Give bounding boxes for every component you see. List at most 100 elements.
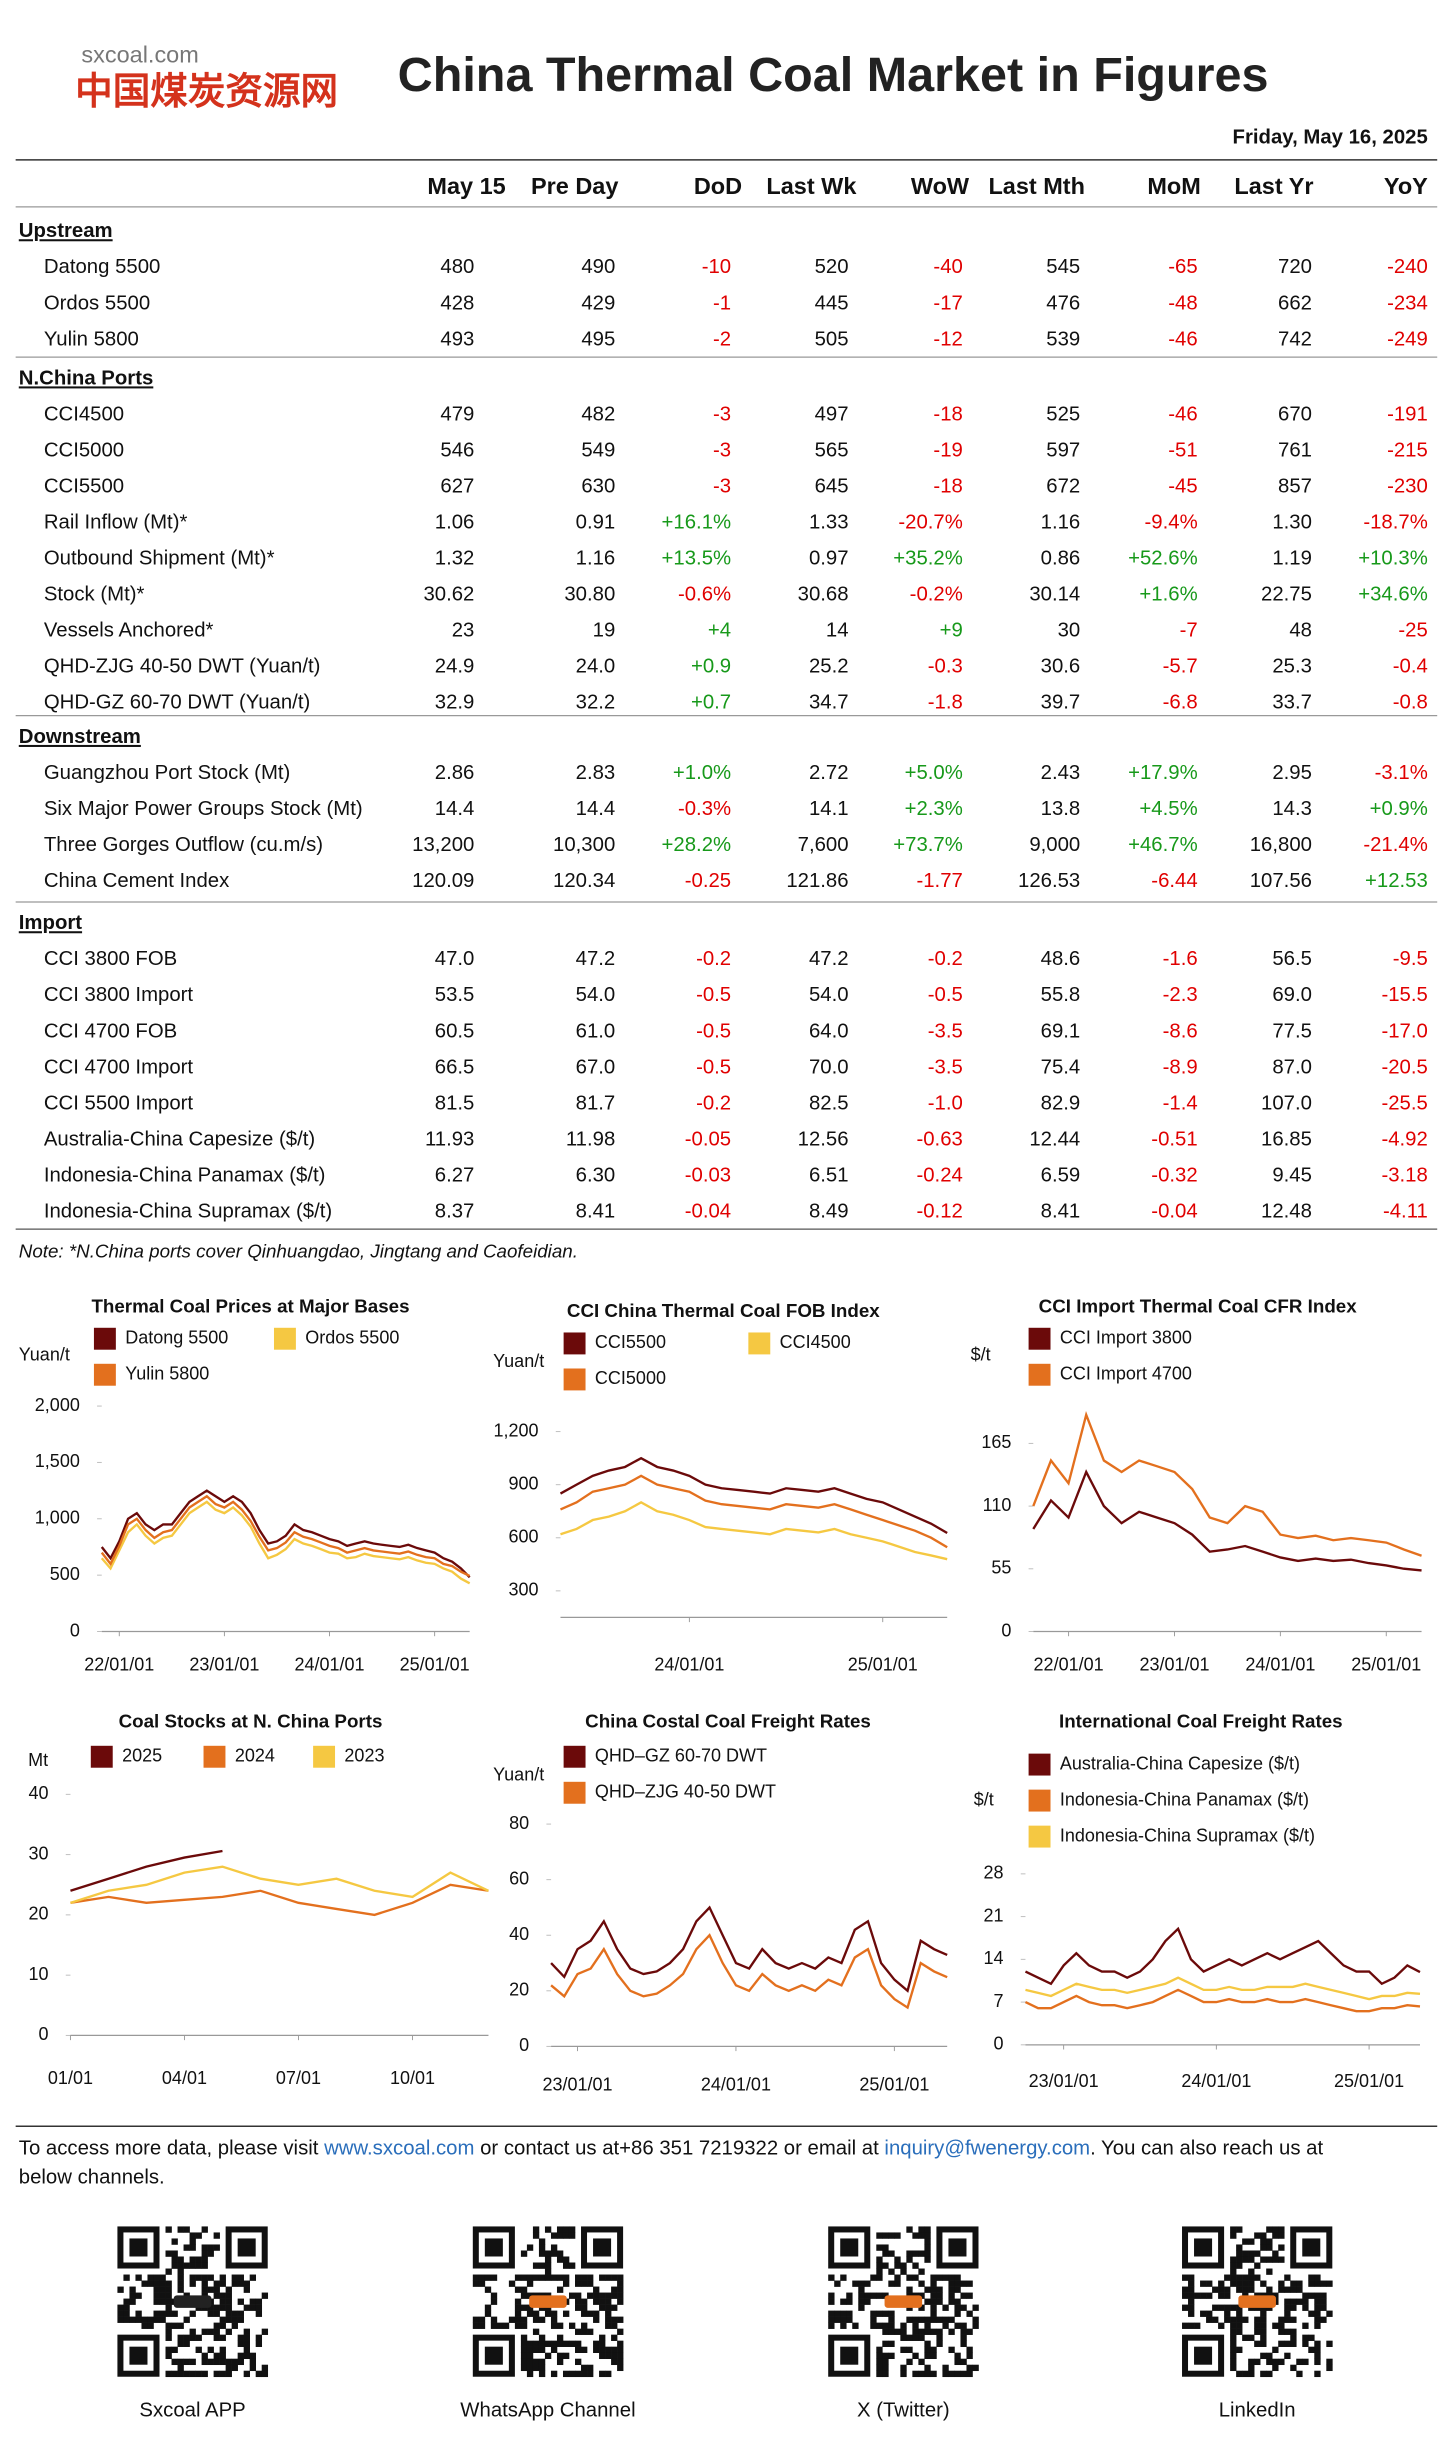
cell: 14.1 [809,798,849,820]
qr-module [1284,2352,1291,2360]
brand-cn: 中国煤炭资源网 [75,70,338,112]
qr-module [183,2334,190,2341]
cell: 0.97 [809,547,849,569]
qr-module [1314,2358,1321,2366]
cell: 23 [452,619,475,641]
cell: -1.77 [916,870,962,892]
cell: -0.25 [685,870,731,892]
cell: +4 [708,619,731,641]
qr-module [581,2346,588,2353]
cell: 662 [1278,292,1312,314]
qr-module [960,2334,967,2341]
qr-module [948,2274,955,2281]
qr-module [882,2262,889,2269]
qr-module [954,2352,961,2360]
qr-module [581,2364,588,2372]
cell: 120.09 [412,870,474,892]
qr-module [906,2250,913,2257]
qr-module [575,2304,582,2311]
qr-module [219,2274,226,2281]
cell: 2.86 [435,762,475,784]
qr-module [201,2250,208,2257]
qr-module [201,2286,208,2293]
qr-module [924,2232,931,2239]
qr-module [930,2346,937,2353]
cell: 672 [1046,475,1080,497]
qr-module [617,2280,624,2287]
legend-swatch [563,1368,586,1391]
legend-swatch [203,1745,226,1768]
qr-module [828,2292,835,2299]
qr-module [556,2250,564,2257]
qr-module [544,2340,552,2347]
qr-module [918,2232,925,2239]
x-tick-label: 24/01/01 [1245,1655,1315,1675]
cell: 30.62 [423,583,474,605]
qr-module [1284,2328,1291,2335]
legend-label: CCI Import 3800 [1060,1327,1192,1347]
cell: +0.7 [691,691,731,713]
cell: -0.04 [685,1200,731,1222]
qr-module [1272,2358,1279,2366]
qr-module [550,2340,558,2347]
qr-module [1254,2322,1261,2329]
cell: -3 [713,439,731,461]
legend-label: 2024 [235,1746,275,1766]
qr-module [924,2316,931,2323]
cell: -0.2 [928,948,963,970]
qr-module [1260,2232,1267,2239]
qr-module [1284,2286,1291,2293]
qr-module [1200,2310,1207,2317]
qr-module [1206,2316,1213,2323]
qr-module [129,2298,136,2305]
qr-module [562,2310,570,2317]
qr-module [954,2304,961,2311]
link[interactable]: inquiry@fwenergy.com [884,2138,1090,2160]
qr-module [1266,2358,1273,2366]
x-tick-label: 25/01/01 [1334,2071,1404,2091]
qr-module [213,2352,220,2360]
cell: 69.0 [1272,984,1312,1006]
cell: -1 [713,292,731,314]
qr-module [490,2316,498,2323]
qr-module [159,2274,166,2281]
qr-module [1290,2286,1297,2293]
qr-module [611,2304,618,2311]
cell: 11.98 [566,1128,615,1150]
legend-swatch [1028,1825,1051,1848]
row-label: Indonesia-China Supramax ($/t) [44,1200,332,1222]
qr-module [1320,2304,1327,2311]
chart-title: International Coal Freight Rates [1059,1710,1343,1731]
qr-module [924,2346,931,2353]
cell: 19 [593,619,616,641]
qr-module [912,2370,919,2378]
qr-module [972,2304,979,2311]
series-line [100,1489,471,1579]
legend-label: Ordos 5500 [305,1327,399,1347]
cell: 64.0 [809,1020,849,1042]
qr-module [177,2262,184,2269]
qr-module [936,2334,943,2341]
qr-module [912,2328,919,2335]
link[interactable]: www.sxcoal.com [323,2138,474,2160]
qr-module [207,2286,214,2293]
qr-module [207,2346,214,2353]
qr-module [225,2316,232,2323]
qr-module [1236,2322,1243,2329]
qr-module [870,2310,877,2317]
qr-module [581,2304,588,2311]
column-header: Last Mth [988,173,1084,199]
qr-module [568,2262,576,2269]
qr-module [183,2340,190,2347]
section-header: N.China Ports [19,367,154,389]
qr-module [1254,2358,1261,2366]
cell: 54.0 [809,984,849,1006]
qr-module [930,2370,937,2378]
axis-label: Yuan/t [493,1764,544,1784]
qr-module [954,2370,961,2378]
qr-module [1290,2304,1297,2311]
qr-module [526,2340,534,2347]
qr-module [900,2262,907,2269]
qr-module [490,2322,498,2329]
qr-label: Sxcoal APP [139,2400,245,2422]
